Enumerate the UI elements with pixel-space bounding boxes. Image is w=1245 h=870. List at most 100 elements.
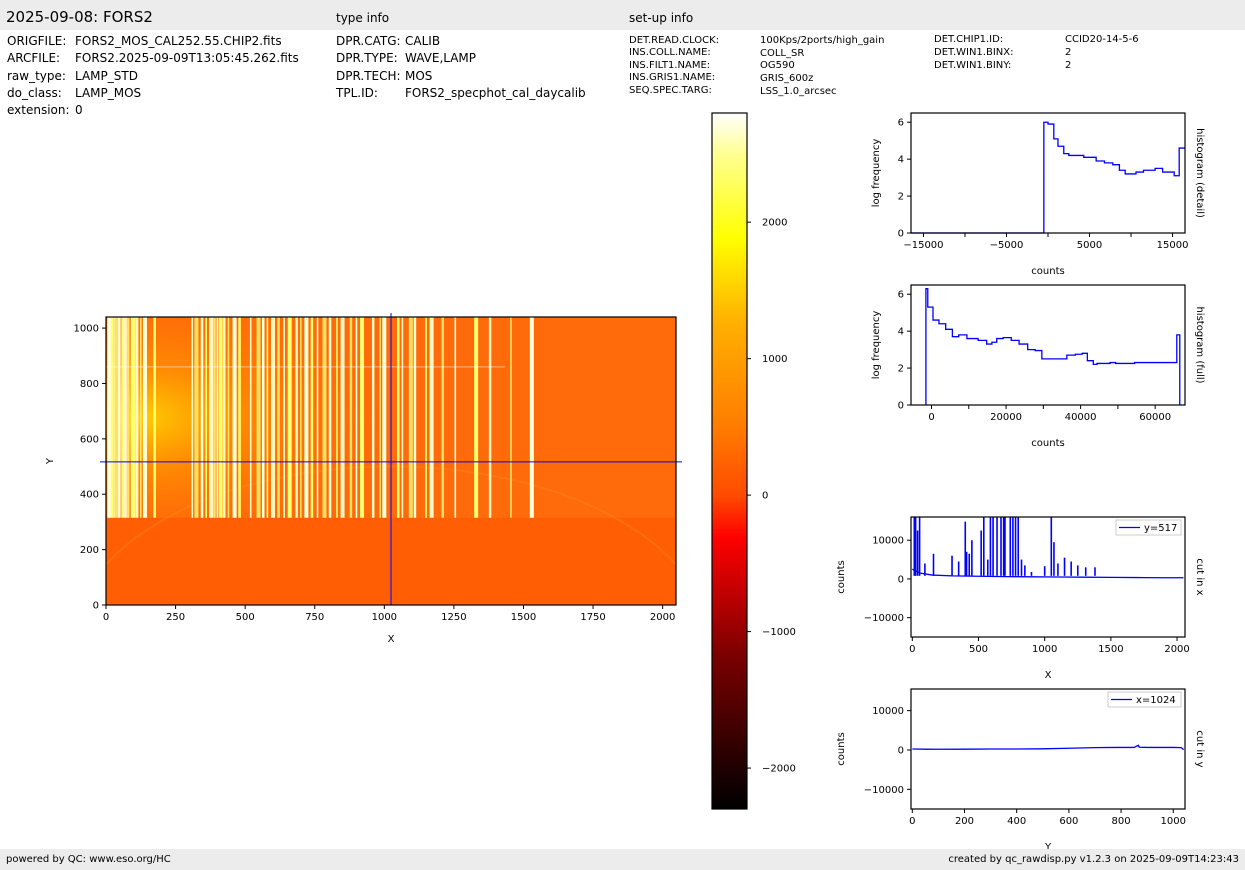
file-info-value: FORS2_MOS_CAL252.55.CHIP2.fits: [75, 34, 282, 48]
y-axis-label: log frequency: [871, 311, 882, 380]
arc-line: [474, 317, 479, 518]
arc-line: [429, 317, 434, 518]
colorbar-tick-label: 1000: [762, 354, 787, 365]
setup-info-heading: set-up info: [629, 11, 694, 25]
arc-line: [213, 317, 216, 518]
arc-line: [454, 317, 457, 518]
y-tick-label: 2: [898, 192, 904, 203]
x-tick-label: 750: [305, 612, 324, 623]
file-info-key: ORIGFILE:: [7, 34, 67, 48]
arc-line: [336, 317, 338, 518]
file-info-value: LAMP_STD: [75, 69, 138, 83]
setup-info-key: DET.READ.CLOCK:: [629, 35, 720, 46]
setup-info-value: 100Kps/2ports/high_gain: [760, 35, 885, 46]
x-axis-label: counts: [1031, 266, 1064, 277]
y-tick-label: 600: [80, 434, 99, 445]
y-tick-label: 6: [898, 118, 904, 129]
cut-x-panel: y=517 0 500 1000 1500 2000 −10000 0 10000 Xcounts…: [836, 516, 1205, 681]
arc-line: [232, 317, 237, 518]
y-tick-label: 800: [80, 379, 99, 390]
arc-line: [277, 317, 280, 518]
arc-line: [266, 317, 269, 518]
arc-line: [107, 317, 112, 518]
x-tick-label: 600: [1059, 816, 1078, 827]
setup-info-value: 2: [1065, 60, 1072, 71]
arc-line: [113, 317, 116, 518]
x-tick-label: 1750: [580, 612, 605, 623]
panel-title: histogram (full): [1194, 306, 1205, 383]
x-tick-label: 20000: [990, 412, 1022, 423]
x-axis-label: Y: [1044, 842, 1052, 853]
image-frame: [105, 316, 677, 606]
arc-line: [316, 317, 319, 518]
arc-line: [488, 317, 492, 518]
arc-line: [205, 317, 207, 518]
y-tick-label: 10000: [872, 706, 904, 717]
arc-line: [223, 317, 226, 518]
arc-line: [191, 317, 194, 518]
panel-title: histogram (detail): [1194, 128, 1205, 218]
arc-line: [295, 317, 298, 518]
arc-line: [340, 317, 345, 518]
histogram-line: [911, 121, 1185, 234]
x-tick-label: 1500: [511, 612, 536, 623]
x-tick-label: 0: [909, 644, 915, 655]
type-info-key: DPR.TYPE:: [336, 51, 398, 65]
colorbar-tick-label: 0: [762, 491, 768, 502]
x-tick-label: 1000: [1032, 644, 1057, 655]
y-axis-label: log frequency: [871, 139, 882, 208]
x-tick-label: 800: [1112, 816, 1131, 827]
arc-line: [209, 317, 214, 518]
legend-label: x=1024: [1136, 695, 1176, 706]
x-tick-label: 200: [955, 816, 974, 827]
colorbar-tick-label: −2000: [762, 764, 796, 775]
setup-info-value: CCID20-14-5-6: [1065, 34, 1139, 45]
arc-line: [304, 317, 309, 518]
arc-line: [355, 317, 358, 518]
arc-line: [194, 317, 199, 518]
setup-info-key: DET.WIN1.BINY:: [934, 60, 1012, 71]
y-axis-label: Y: [45, 457, 56, 465]
arc-line: [408, 317, 413, 518]
x-tick-label: 1000: [372, 612, 397, 623]
type-info-key: DPR.CATG:: [336, 34, 401, 48]
colorbar-tick-label: −1000: [762, 627, 796, 638]
x-tick-label: 15000: [1157, 240, 1189, 251]
x-tick-label: −5000: [990, 240, 1024, 251]
arc-line: [122, 317, 127, 518]
cut-baseline: [912, 568, 1184, 579]
panel-title: cut in x: [1194, 558, 1205, 595]
colorbar: [711, 112, 748, 810]
arc-line: [216, 317, 219, 518]
y-tick-label: −10000: [864, 785, 904, 796]
file-info-value: 0: [75, 103, 83, 117]
x-tick-label: 2000: [1164, 644, 1189, 655]
arc-line: [142, 317, 147, 518]
type-info-key: DPR.TECH:: [336, 69, 401, 83]
plot-area: [911, 285, 1185, 405]
y-tick-label: 2: [898, 364, 904, 375]
x-tick-label: 5000: [1077, 240, 1102, 251]
setup-info-key: INS.GRIS1.NAME:: [629, 72, 716, 83]
y-axis-label: counts: [836, 560, 847, 593]
cut-y-panel: x=1024 0 200 400 600 800 1000 −10000 0 10000 Ycoun…: [836, 688, 1205, 853]
arc-line: [349, 317, 353, 518]
arc-line: [262, 317, 265, 518]
y-tick-label: 200: [80, 545, 99, 556]
x-tick-label: 0: [909, 816, 915, 827]
histogram-line: [925, 288, 1181, 405]
cut-line: [912, 744, 1185, 751]
x-tick-label: −15000: [903, 240, 943, 251]
x-tick-label: 250: [166, 612, 185, 623]
arc-line: [529, 317, 534, 518]
arc-line: [118, 317, 121, 518]
legend-box: [1107, 691, 1182, 708]
axes-layer: 0 250 500 750 1000 1250 1500 1750 20000200400600…: [45, 112, 1205, 853]
x-tick-label: 1250: [441, 612, 466, 623]
panel-title: cut in y: [1194, 730, 1205, 767]
arc-line: [441, 317, 445, 518]
x-tick-label: 0: [103, 612, 109, 623]
setup-info-key: SEQ.SPEC.TARG:: [629, 85, 712, 96]
header-bar: [0, 0, 1245, 30]
